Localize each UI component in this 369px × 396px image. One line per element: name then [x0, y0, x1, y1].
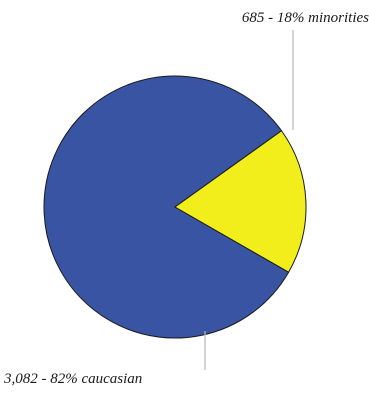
- data-label-minorities: 685 - 18% minorities: [242, 10, 369, 26]
- pie-slice-minorities: [174, 130, 307, 273]
- pie-slice-caucasian: [43, 75, 290, 339]
- slices-layer: [43, 75, 307, 339]
- data-label-caucasian: 3,082 - 82% caucasian: [3, 371, 142, 387]
- leaders-layer: [204, 30, 294, 370]
